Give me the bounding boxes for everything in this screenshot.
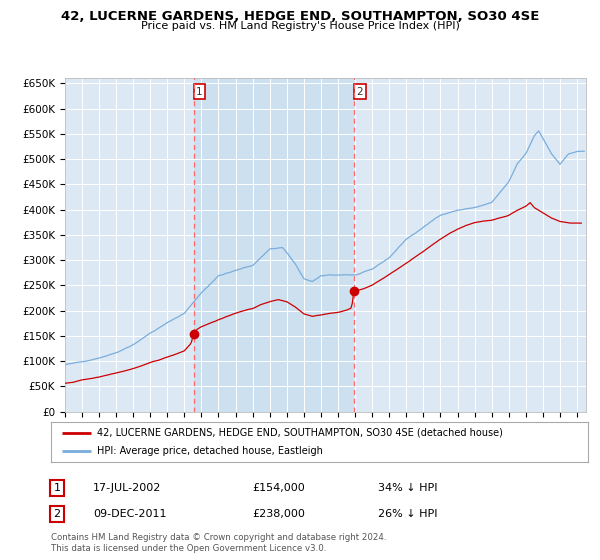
Text: 34% ↓ HPI: 34% ↓ HPI: [378, 483, 437, 493]
Text: 2: 2: [356, 87, 363, 97]
Text: 17-JUL-2002: 17-JUL-2002: [93, 483, 161, 493]
Text: 09-DEC-2011: 09-DEC-2011: [93, 509, 167, 519]
Text: £238,000: £238,000: [252, 509, 305, 519]
Text: 26% ↓ HPI: 26% ↓ HPI: [378, 509, 437, 519]
Text: 2: 2: [53, 509, 61, 519]
Text: £154,000: £154,000: [252, 483, 305, 493]
Text: 42, LUCERNE GARDENS, HEDGE END, SOUTHAMPTON, SO30 4SE (detached house): 42, LUCERNE GARDENS, HEDGE END, SOUTHAMP…: [97, 428, 503, 437]
Text: 42, LUCERNE GARDENS, HEDGE END, SOUTHAMPTON, SO30 4SE: 42, LUCERNE GARDENS, HEDGE END, SOUTHAMP…: [61, 10, 539, 23]
Text: HPI: Average price, detached house, Eastleigh: HPI: Average price, detached house, East…: [97, 446, 323, 456]
Bar: [194, 78, 354, 412]
Text: Price paid vs. HM Land Registry's House Price Index (HPI): Price paid vs. HM Land Registry's House …: [140, 21, 460, 31]
Text: 1: 1: [53, 483, 61, 493]
Text: 1: 1: [196, 87, 203, 97]
Text: Contains HM Land Registry data © Crown copyright and database right 2024.
This d: Contains HM Land Registry data © Crown c…: [51, 533, 386, 553]
